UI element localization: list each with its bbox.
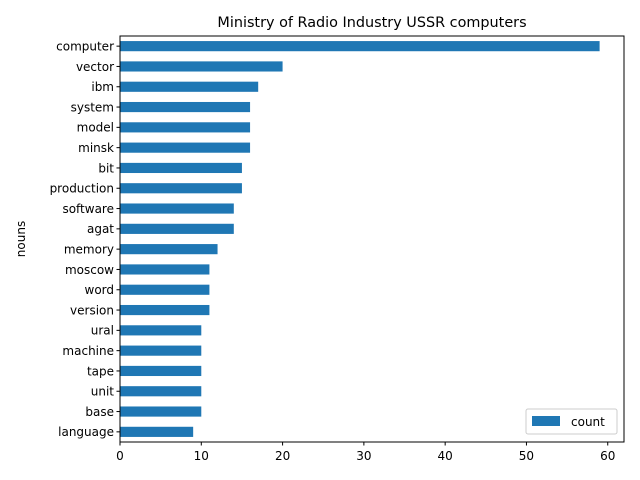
y-tick-label: memory (64, 242, 114, 256)
x-tick-label: 0 (116, 449, 124, 463)
bar-minsk (120, 142, 251, 153)
x-tick-label: 20 (275, 449, 290, 463)
y-tick-label: bit (98, 161, 114, 175)
bar-moscow (120, 264, 210, 275)
y-tick-label: system (71, 100, 114, 114)
y-tick-label: version (70, 303, 114, 317)
legend-swatch (532, 416, 560, 426)
bar-ibm (120, 81, 259, 92)
y-tick-label: ural (91, 324, 114, 338)
bar-word (120, 284, 210, 295)
chart-title: Ministry of Radio Industry USSR computer… (217, 15, 526, 31)
bar-language (120, 426, 194, 437)
x-tick-label: 10 (194, 449, 209, 463)
y-axis-label: nouns (14, 221, 28, 257)
bar-version (120, 304, 210, 316)
y-tick-label: agat (87, 222, 114, 236)
bar-machine (120, 345, 202, 356)
x-axis: 0 10 20 30 40 50 60 (116, 442, 615, 463)
y-tick-label: model (77, 121, 114, 135)
legend-box (525, 408, 618, 435)
bar-software (120, 203, 234, 214)
x-tick-label: 30 (356, 449, 371, 463)
x-tick-label: 40 (438, 449, 453, 463)
y-tick-label: minsk (78, 141, 114, 155)
y-tick-label: word (85, 283, 115, 297)
y-tick-label: production (50, 182, 114, 196)
bar-computer (120, 41, 600, 52)
x-tick-label: 50 (519, 449, 534, 463)
plot-frame (119, 35, 625, 443)
bar-agat (120, 223, 234, 234)
legend-label: count (571, 415, 605, 429)
y-tick-label: language (58, 425, 114, 439)
y-tick-label: machine (62, 344, 114, 358)
y-tick-label: ibm (91, 80, 114, 94)
bar-ural (120, 325, 202, 336)
y-tick-label: unit (91, 385, 115, 399)
bar-memory (120, 244, 218, 255)
y-tick-label: computer (56, 39, 114, 53)
bars-group (120, 41, 600, 437)
bar-model (120, 122, 251, 133)
bar-vector (120, 61, 283, 72)
x-tick-label: 60 (600, 449, 615, 463)
y-axis: computer vector ibm system model minsk bit prod… (50, 39, 120, 439)
bar-base (120, 406, 202, 417)
y-tick-label: base (85, 405, 114, 419)
bar-production (120, 183, 242, 194)
bar-system (120, 101, 251, 113)
y-tick-label: moscow (65, 263, 114, 277)
bar-unit (120, 386, 202, 397)
y-tick-label: vector (76, 60, 114, 74)
y-tick-label: tape (87, 364, 114, 378)
legend: count (525, 408, 618, 435)
y-tick-label: software (62, 202, 114, 216)
bar-tape (120, 365, 202, 377)
bar-bit (120, 162, 242, 174)
